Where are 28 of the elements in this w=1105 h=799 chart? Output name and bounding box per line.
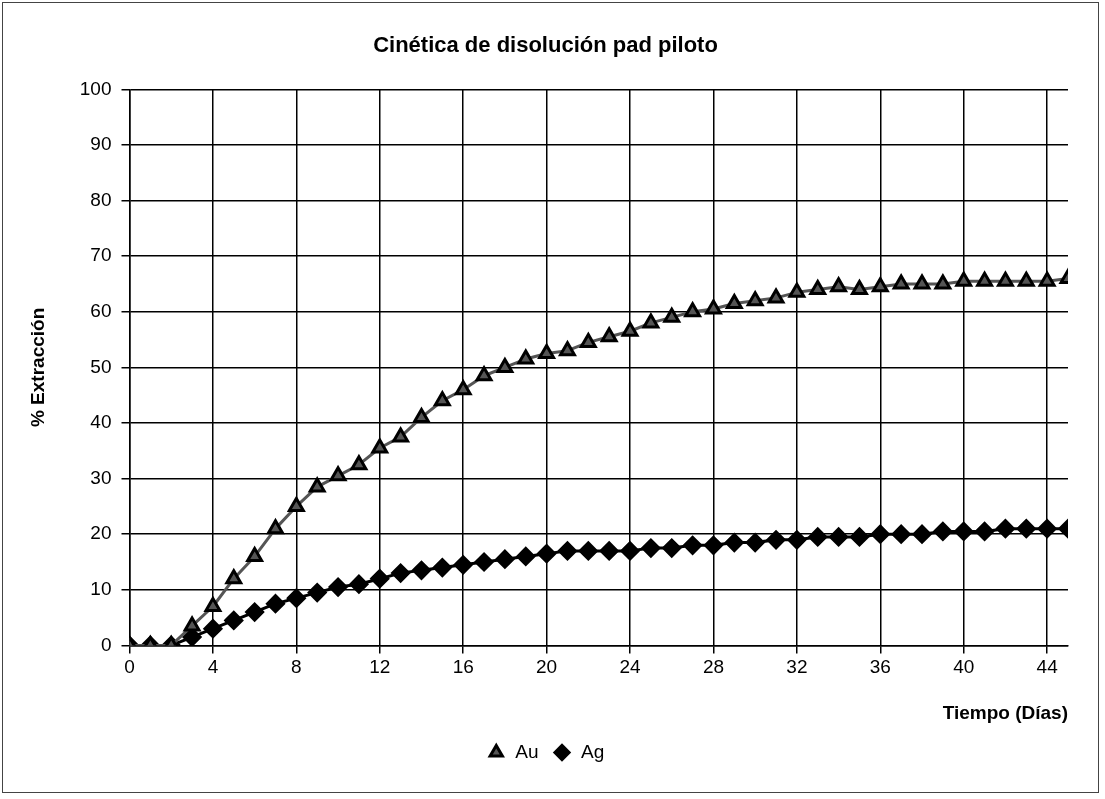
x-tick-label: 4 bbox=[207, 656, 219, 678]
legend-label: Ag bbox=[581, 740, 605, 762]
x-axis-title: Tiempo (Días) bbox=[942, 701, 1068, 723]
y-tick-label: 100 bbox=[79, 77, 112, 99]
y-tick-label: 10 bbox=[90, 578, 112, 600]
x-tick-label: 36 bbox=[869, 656, 891, 678]
x-tick-label: 8 bbox=[291, 656, 302, 678]
x-tick-label: 32 bbox=[786, 656, 808, 678]
x-tick-label: 24 bbox=[619, 656, 642, 678]
y-tick-label: 70 bbox=[90, 244, 112, 266]
y-tick-label: 30 bbox=[90, 466, 112, 488]
chart-title: Cinética de disolución pad piloto bbox=[373, 32, 718, 58]
x-tick-label: 28 bbox=[702, 656, 725, 678]
x-tick-label: 40 bbox=[953, 656, 975, 678]
x-tick-label: 0 bbox=[124, 656, 135, 678]
y-tick-label: 20 bbox=[90, 522, 112, 544]
y-tick-label: 40 bbox=[90, 411, 112, 433]
x-tick-label: 16 bbox=[452, 656, 474, 678]
y-tick-label: 80 bbox=[90, 188, 112, 210]
x-tick-label: 20 bbox=[536, 656, 558, 678]
y-tick-label: 50 bbox=[90, 355, 112, 377]
y-tick-label: 60 bbox=[90, 300, 112, 322]
legend-label: Au bbox=[515, 740, 539, 762]
x-tick-label: 12 bbox=[369, 656, 391, 678]
x-tick-label: 44 bbox=[1036, 656, 1059, 678]
y-tick-label: 90 bbox=[90, 133, 112, 155]
y-tick-label: 0 bbox=[100, 633, 112, 655]
y-axis-title: % Extracción bbox=[26, 307, 48, 428]
